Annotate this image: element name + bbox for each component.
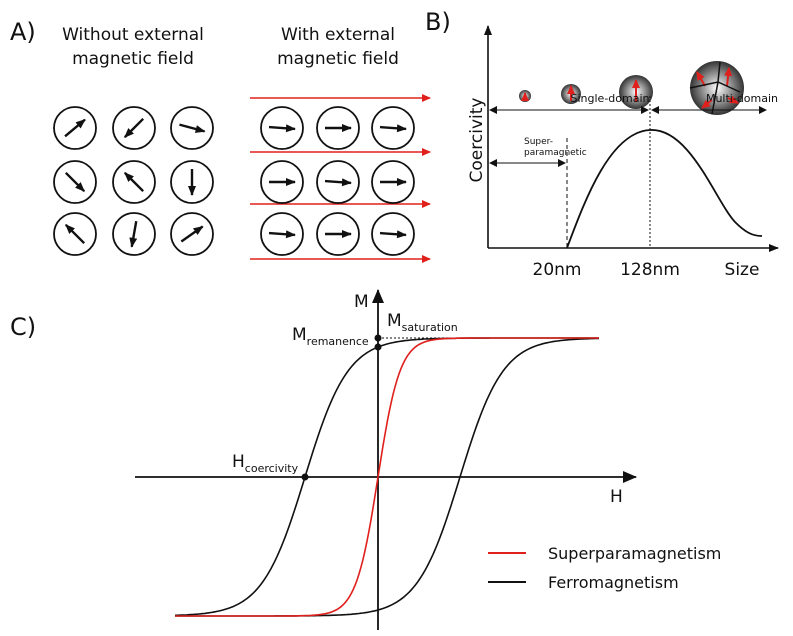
- left-title: Without external: [62, 25, 204, 45]
- moment: [123, 171, 145, 193]
- moment: [379, 230, 407, 239]
- region-label: Multi-domain: [706, 92, 778, 105]
- left-title: magnetic field: [72, 49, 194, 69]
- dipole-grids: [53, 94, 431, 263]
- symbol: H: [232, 452, 245, 472]
- moment: [324, 178, 352, 187]
- moment: [179, 123, 206, 133]
- loops: [175, 337, 600, 617]
- moment: [64, 118, 86, 138]
- legend-label: Ferromagnetism: [548, 573, 679, 592]
- panel-label: C): [10, 313, 36, 341]
- moment: [129, 220, 138, 248]
- panel-label: B): [425, 8, 451, 36]
- m-axis-label: M: [354, 292, 369, 312]
- moment: [180, 225, 204, 243]
- superpara-curve: [175, 337, 599, 617]
- region-label: Single-domain: [571, 92, 650, 105]
- symbol: M: [387, 311, 402, 331]
- legend-label: Superparamagnetism: [548, 544, 721, 563]
- coercivity-curve: [566, 129, 763, 249]
- symbol: M: [292, 325, 307, 345]
- subscript: remanence: [307, 335, 369, 348]
- region-label: paramagnetic: [524, 148, 587, 158]
- subscript: saturation: [402, 321, 458, 334]
- size-label: 20nm: [533, 260, 582, 280]
- h-axis-label: H: [610, 487, 623, 507]
- moment: [268, 230, 296, 239]
- moment: [64, 223, 86, 245]
- x-axis-label: Size: [725, 260, 760, 280]
- saturation-label: Msaturation: [387, 311, 458, 334]
- y-axis-label: Coercivity: [467, 98, 487, 183]
- subscript: coercivity: [245, 462, 299, 475]
- moment: [268, 124, 296, 133]
- point: [374, 343, 382, 351]
- moment: [379, 124, 407, 133]
- region-label: Super-: [524, 137, 553, 147]
- remanence-label: Mremanence: [292, 325, 369, 348]
- point: [301, 473, 309, 481]
- coercivity-label: Hcoercivity: [232, 452, 299, 475]
- size-label: 128nm: [620, 260, 680, 280]
- legend: Superparamagnetism Ferromagnetism: [488, 544, 721, 592]
- moment: [123, 117, 145, 139]
- moment: [64, 171, 86, 193]
- right-title: magnetic field: [277, 49, 399, 69]
- panel-label: A): [10, 18, 36, 46]
- point: [374, 334, 382, 342]
- right-title: With external: [281, 25, 395, 45]
